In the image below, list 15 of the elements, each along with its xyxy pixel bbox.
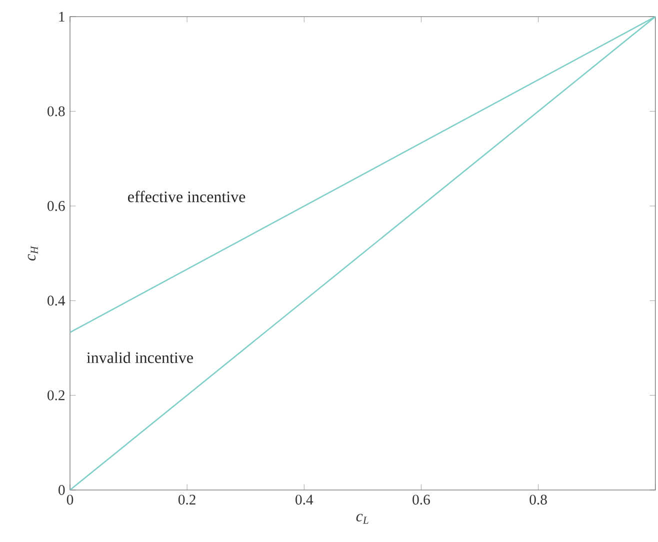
y-tick-label: 1 bbox=[59, 12, 64, 22]
y-tick-label: 0.6 bbox=[48, 201, 65, 211]
x-tick-label: 0.2 bbox=[178, 494, 196, 505]
x-tick-label: 0.8 bbox=[530, 494, 547, 505]
annotation: invalid incentive bbox=[86, 352, 193, 364]
x-tick-label: 0.4 bbox=[296, 494, 314, 505]
annotation: effective incentive bbox=[128, 190, 246, 202]
y-tick-label: 0.4 bbox=[48, 296, 66, 306]
y-axis-title: c$_{H}$ bbox=[28, 246, 38, 261]
y-tick-label: 0.8 bbox=[48, 106, 65, 116]
y-tick-label: 0.2 bbox=[48, 390, 64, 400]
x-tick-label: 0.6 bbox=[412, 494, 430, 505]
y-tick-label: 0 bbox=[58, 485, 65, 495]
x-tick-label: 0 bbox=[66, 494, 74, 505]
x-axis-title: c$_{L}$ bbox=[356, 514, 368, 524]
